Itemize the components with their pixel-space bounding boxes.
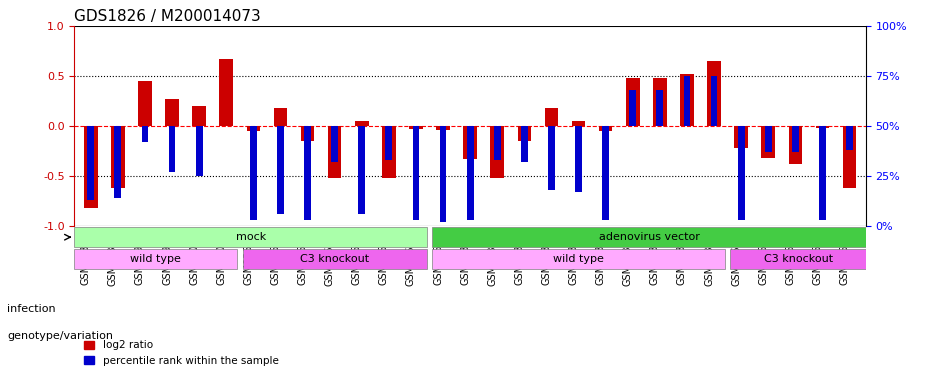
FancyBboxPatch shape (242, 249, 426, 269)
Text: wild type: wild type (553, 254, 604, 264)
Bar (653, 78, 667, 126)
Text: C3 knockout: C3 knockout (300, 254, 370, 264)
Bar (142, 126, 148, 142)
Bar (521, 126, 528, 162)
Bar (626, 78, 640, 126)
Bar (220, 59, 233, 126)
Bar (735, 126, 748, 148)
Bar (412, 126, 419, 220)
Bar (493, 126, 501, 160)
Bar (846, 126, 853, 150)
Text: C3 knockout: C3 knockout (763, 254, 832, 264)
Bar (385, 126, 392, 160)
Bar (88, 126, 94, 200)
Bar (708, 61, 721, 126)
Bar (575, 126, 582, 192)
Text: infection: infection (7, 304, 56, 314)
Bar (138, 81, 152, 126)
Bar (816, 126, 830, 128)
Bar (193, 106, 206, 126)
FancyBboxPatch shape (730, 249, 866, 269)
Bar (439, 126, 447, 222)
Bar (247, 126, 260, 131)
Bar (572, 121, 586, 126)
Text: wild type: wild type (130, 254, 182, 264)
FancyBboxPatch shape (432, 227, 866, 247)
Bar (765, 126, 772, 152)
Bar (789, 126, 803, 164)
Bar (710, 76, 718, 126)
FancyBboxPatch shape (74, 227, 426, 247)
Bar (304, 126, 311, 220)
Bar (545, 108, 559, 126)
Legend: log2 ratio, percentile rank within the sample: log2 ratio, percentile rank within the s… (80, 336, 283, 370)
FancyBboxPatch shape (74, 249, 237, 269)
Bar (355, 121, 369, 126)
Bar (656, 90, 663, 126)
Bar (301, 126, 315, 141)
Text: adenovirus vector: adenovirus vector (599, 232, 699, 242)
Text: genotype/variation: genotype/variation (7, 331, 114, 340)
Bar (792, 126, 799, 152)
Bar (196, 126, 203, 176)
Text: mock: mock (236, 232, 265, 242)
Bar (358, 126, 365, 214)
Bar (518, 126, 531, 141)
Bar (410, 126, 423, 129)
Bar (602, 126, 609, 220)
Bar (274, 108, 288, 126)
Bar (437, 126, 450, 130)
Bar (115, 126, 121, 198)
Bar (466, 126, 474, 220)
Bar (382, 126, 396, 178)
Text: GDS1826 / M200014073: GDS1826 / M200014073 (74, 9, 262, 24)
Bar (681, 74, 694, 126)
Bar (331, 126, 338, 162)
Bar (762, 126, 775, 158)
Bar (599, 126, 613, 131)
Bar (328, 126, 342, 178)
Bar (464, 126, 477, 159)
Bar (548, 126, 555, 190)
Bar (819, 126, 826, 220)
Bar (111, 126, 125, 188)
FancyBboxPatch shape (432, 249, 725, 269)
Bar (843, 126, 857, 188)
Bar (166, 99, 179, 126)
Bar (84, 126, 98, 208)
Bar (737, 126, 745, 220)
Bar (277, 126, 284, 214)
Bar (629, 90, 636, 126)
Bar (491, 126, 504, 178)
Bar (250, 126, 257, 220)
Bar (169, 126, 175, 172)
Bar (683, 76, 691, 126)
